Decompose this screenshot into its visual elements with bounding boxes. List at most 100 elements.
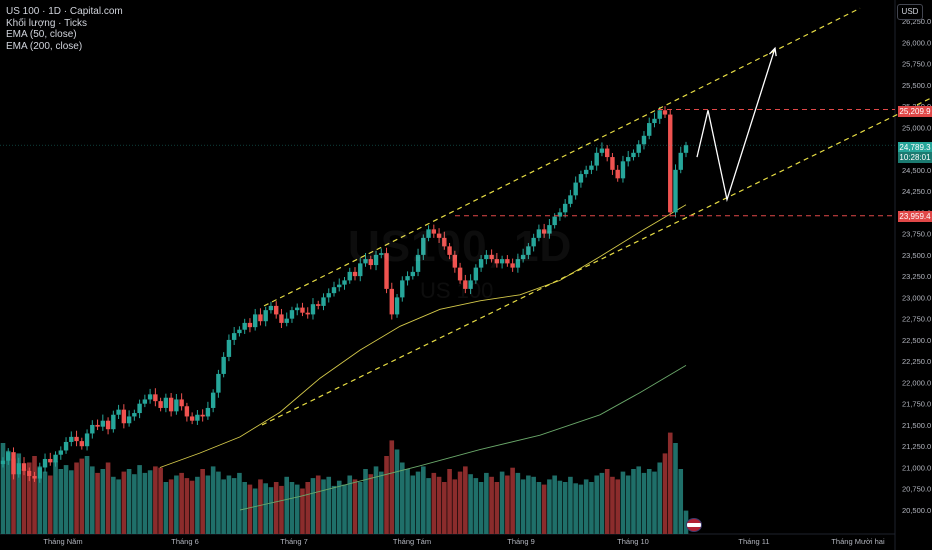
candle-body xyxy=(316,304,321,306)
candle-body xyxy=(520,254,526,260)
volume-bar xyxy=(315,475,321,534)
volume-bar xyxy=(63,465,69,534)
volume-bar xyxy=(473,478,479,534)
volume-bar xyxy=(247,484,253,534)
volume-bar xyxy=(121,471,127,534)
y-tick-label: 24,500.0 xyxy=(902,166,931,175)
candle-body xyxy=(42,458,48,468)
candle-body xyxy=(673,169,678,213)
volume-bar xyxy=(37,466,43,534)
volume-bar xyxy=(463,466,468,534)
candle-body xyxy=(210,392,216,408)
volume-bar xyxy=(489,476,494,534)
candle-body xyxy=(452,254,458,268)
volume-bar xyxy=(200,469,205,534)
volume-bar xyxy=(284,476,290,534)
candle-body xyxy=(289,310,295,319)
volume-bar xyxy=(268,487,274,534)
volume-bar xyxy=(69,470,74,534)
candle-body xyxy=(295,307,300,311)
volume-bar xyxy=(631,469,636,534)
volume-bar xyxy=(279,485,284,534)
volume-bar xyxy=(168,479,174,534)
volume-bar xyxy=(373,466,379,534)
candle-body xyxy=(657,110,662,119)
volume-bar xyxy=(47,475,53,534)
candle-body xyxy=(447,246,452,255)
candle-body xyxy=(415,254,421,272)
volume-bar xyxy=(615,479,620,534)
volume-bar xyxy=(84,456,90,534)
candle-body xyxy=(279,314,284,323)
volume-bar xyxy=(505,475,510,534)
candle-body xyxy=(142,399,148,404)
volume-bar xyxy=(547,479,552,534)
legend-symbol[interactable]: US 100 · 1D · Capital.com xyxy=(6,6,123,17)
volume-bar xyxy=(242,482,247,534)
countdown-label: 10:28:01 xyxy=(898,152,932,163)
candle-body xyxy=(652,118,657,124)
candle-body xyxy=(578,174,584,183)
candle-body xyxy=(226,339,232,357)
volume-bar xyxy=(252,488,258,534)
candle-body xyxy=(84,433,90,447)
legend-ema200[interactable]: EMA (200, close) xyxy=(6,40,83,52)
candle-body xyxy=(53,454,58,463)
y-tick-label: 22,250.0 xyxy=(902,357,931,366)
y-tick-label: 21,750.0 xyxy=(902,400,931,409)
candle-body xyxy=(105,420,111,430)
y-tick-label: 23,750.0 xyxy=(902,230,931,239)
volume-bar xyxy=(410,475,416,534)
volume-bar xyxy=(384,456,389,534)
volume-bar xyxy=(378,471,384,534)
candle-body xyxy=(620,161,626,179)
volume-bar xyxy=(421,466,426,534)
volume-bar xyxy=(310,478,316,534)
candle-body xyxy=(231,333,237,340)
legend-ema50[interactable]: EMA (50, close) xyxy=(6,29,77,40)
volume-bar xyxy=(11,458,16,534)
candle-body xyxy=(615,169,620,179)
candle-body xyxy=(326,293,331,298)
volume-bar xyxy=(342,484,347,534)
candle-body xyxy=(247,322,253,328)
volume-bar xyxy=(179,472,184,534)
candle-body xyxy=(163,397,169,408)
candle-body xyxy=(0,460,6,465)
y-tick-label: 23,250.0 xyxy=(902,272,931,281)
candle-body xyxy=(69,436,74,442)
candle-body xyxy=(242,322,247,330)
candle-body xyxy=(100,420,106,427)
volume-bar xyxy=(189,480,195,534)
currency-button[interactable]: USD xyxy=(897,4,923,20)
volume-bar xyxy=(205,475,211,534)
volume-bar xyxy=(436,476,442,534)
us-flag-icon[interactable] xyxy=(686,518,702,532)
volume-bar xyxy=(132,474,137,534)
candle-body xyxy=(547,225,552,234)
candle-body xyxy=(158,401,163,408)
volume-bar xyxy=(321,479,326,534)
candle-body xyxy=(310,304,316,315)
candle-body xyxy=(90,424,95,434)
candle-body xyxy=(526,246,531,255)
candle-body xyxy=(599,148,605,153)
y-tick-label: 22,500.0 xyxy=(902,336,931,345)
volume-bar xyxy=(484,472,489,534)
y-tick-label: 26,000.0 xyxy=(902,38,931,47)
volume-bar xyxy=(105,462,111,534)
candle-body xyxy=(132,413,137,417)
volume-bar xyxy=(95,472,100,534)
candle-body xyxy=(74,436,79,442)
volume-bar xyxy=(331,485,337,534)
ema50-line xyxy=(159,204,687,468)
candle-body xyxy=(647,123,652,136)
candle-body xyxy=(27,470,32,476)
ema200-line xyxy=(239,365,687,511)
legend-volume[interactable]: Khối lượng · Ticks xyxy=(6,17,88,29)
candle-body xyxy=(389,288,394,315)
volume-bar xyxy=(515,472,521,534)
candle-body xyxy=(442,237,447,247)
projection-path xyxy=(696,48,776,203)
